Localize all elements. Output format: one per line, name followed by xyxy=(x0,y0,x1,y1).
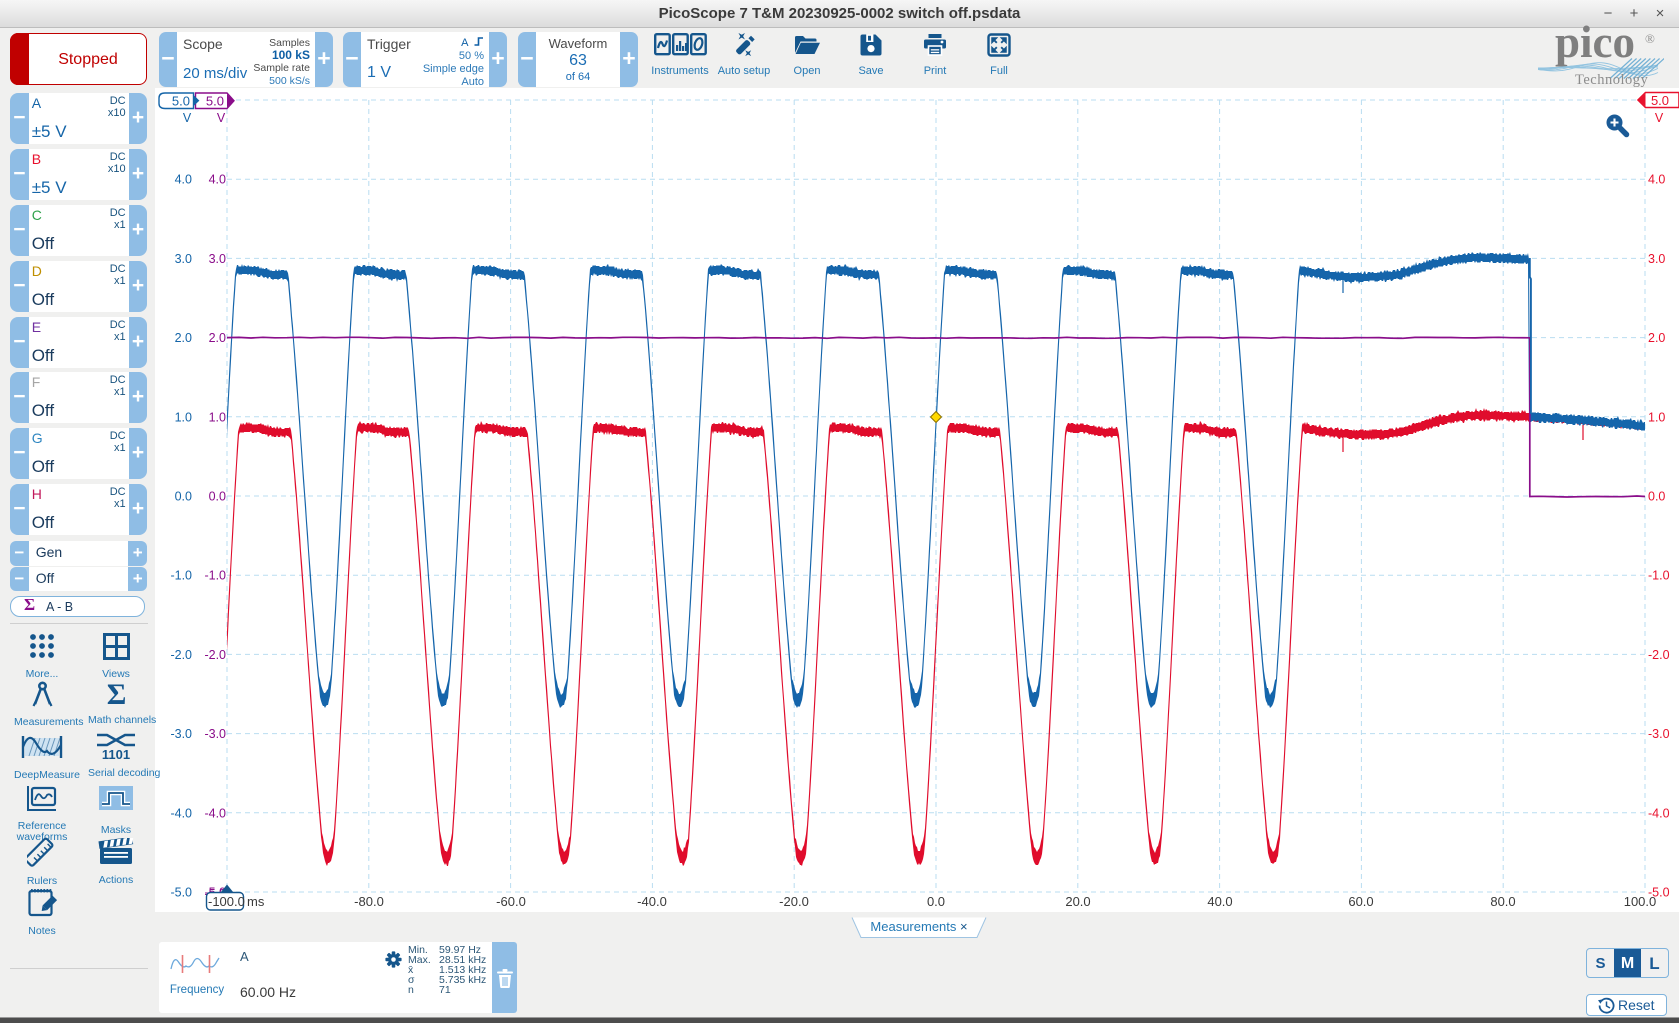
svg-text:2.0: 2.0 xyxy=(175,331,192,345)
svg-text:-3.0: -3.0 xyxy=(1648,727,1670,741)
svg-text:3.0: 3.0 xyxy=(209,252,226,266)
svg-text:-2.0: -2.0 xyxy=(204,648,226,662)
svg-text:-1.0: -1.0 xyxy=(170,569,192,583)
svg-text:-2.0: -2.0 xyxy=(170,648,192,662)
svg-text:1101: 1101 xyxy=(102,747,130,761)
svg-text:1.0: 1.0 xyxy=(1648,410,1665,424)
svg-text:0.0: 0.0 xyxy=(927,894,945,909)
svg-text:1.0: 1.0 xyxy=(175,410,192,424)
svg-text:0.0: 0.0 xyxy=(1648,490,1665,504)
svg-text:100.0: 100.0 xyxy=(1624,894,1657,909)
svg-text:-4.0: -4.0 xyxy=(1648,806,1670,820)
svg-text:-3.0: -3.0 xyxy=(204,727,226,741)
svg-text:V: V xyxy=(217,111,226,125)
svg-text:V: V xyxy=(183,111,192,125)
svg-text:Σ: Σ xyxy=(106,679,126,709)
svg-text:-3.0: -3.0 xyxy=(170,727,192,741)
svg-text:-80.0: -80.0 xyxy=(354,894,384,909)
svg-text:3.0: 3.0 xyxy=(1648,252,1665,266)
svg-text:ms: ms xyxy=(247,894,265,909)
svg-text:20.0: 20.0 xyxy=(1065,894,1090,909)
svg-text:5.0: 5.0 xyxy=(1651,93,1669,108)
svg-text:5.0: 5.0 xyxy=(206,94,224,109)
svg-text:-2.0: -2.0 xyxy=(1648,648,1670,662)
svg-text:1.0: 1.0 xyxy=(209,410,226,424)
svg-text:4.0: 4.0 xyxy=(175,173,192,187)
svg-text:V: V xyxy=(1655,111,1664,125)
svg-text:40.0: 40.0 xyxy=(1207,894,1232,909)
svg-text:5.0: 5.0 xyxy=(172,94,190,109)
svg-text:3.0: 3.0 xyxy=(175,252,192,266)
svg-text:60.0: 60.0 xyxy=(1348,894,1373,909)
svg-text:0.0: 0.0 xyxy=(175,490,192,504)
svg-text:-1.0: -1.0 xyxy=(1648,569,1670,583)
svg-text:-4.0: -4.0 xyxy=(204,806,226,820)
svg-text:2.0: 2.0 xyxy=(209,331,226,345)
svg-text:4.0: 4.0 xyxy=(209,173,226,187)
svg-text:2.0: 2.0 xyxy=(1648,331,1665,345)
svg-text:-60.0: -60.0 xyxy=(496,894,526,909)
svg-text:80.0: 80.0 xyxy=(1490,894,1515,909)
svg-text:-40.0: -40.0 xyxy=(637,894,667,909)
svg-text:0.0: 0.0 xyxy=(209,490,226,504)
svg-text:4.0: 4.0 xyxy=(1648,173,1665,187)
svg-text:-4.0: -4.0 xyxy=(170,806,192,820)
svg-text:-5.0: -5.0 xyxy=(170,886,192,900)
svg-text:-1.0: -1.0 xyxy=(204,569,226,583)
svg-text:-5.0: -5.0 xyxy=(1648,886,1670,900)
svg-text:-100.0: -100.0 xyxy=(208,894,245,909)
svg-text:-20.0: -20.0 xyxy=(779,894,809,909)
